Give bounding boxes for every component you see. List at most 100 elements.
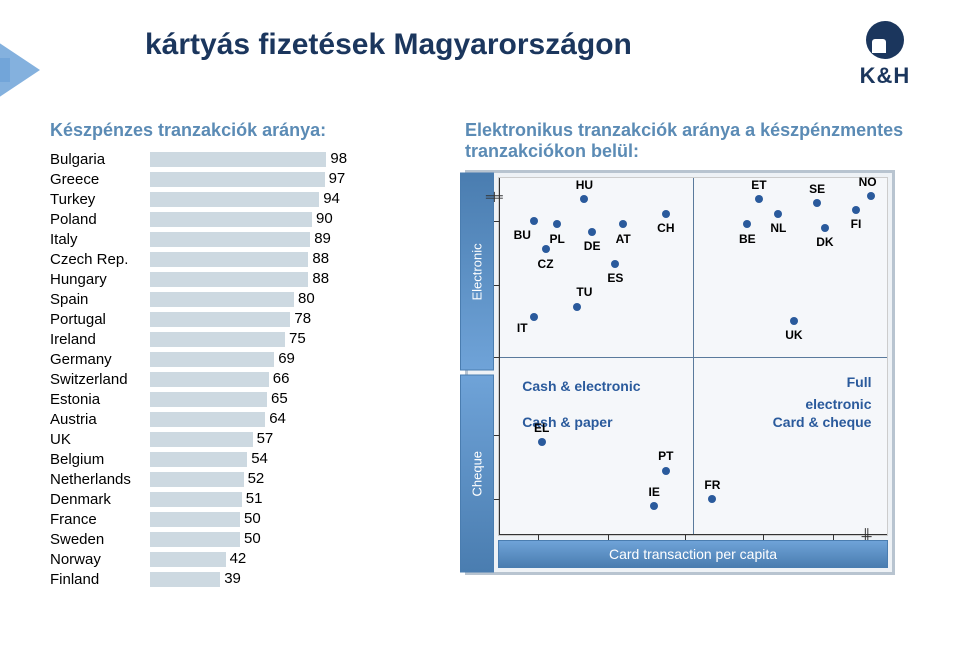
scatter-point [790,317,798,325]
scatter-point [573,303,581,311]
bar-fill [150,292,294,307]
bar-country-label: Bulgaria [50,151,150,168]
bar-value-label: 69 [278,350,295,367]
scatter-point [619,220,627,228]
scatter-point [774,210,782,218]
bar-country-label: Czech Rep. [50,251,150,268]
bar-country-label: Ireland [50,331,150,348]
bar-row: Belgium54 [50,449,380,469]
scatter-point [553,220,561,228]
bar-fill [150,152,326,167]
bar-country-label: Turkey [50,191,150,208]
scatter-point [650,502,658,510]
electronic-ratio-title: Elektronikus tranzakciók aránya a készpé… [465,120,925,162]
x-axis-label: Card transaction per capita [498,540,888,568]
bar-row: UK57 [50,429,380,449]
quadrant-label-tr2: electronic [805,396,871,412]
bar-row: Netherlands52 [50,469,380,489]
bar-fill [150,432,253,447]
scatter-point-label: AT [616,232,631,246]
bar-row: Denmark 51 [50,489,380,509]
bar-track: 88 [150,272,330,287]
bar-country-label: Hungary [50,271,150,288]
bar-country-label: France [50,511,150,528]
scatter-point [662,467,670,475]
bar-country-label: Poland [50,211,150,228]
bar-row: Spain 80 [50,289,380,309]
bar-value-label: 94 [323,190,340,207]
bar-row: Finland39 [50,569,380,589]
quadrant-label-tr1: Full [847,374,872,390]
scatter-point-label: NL [770,221,786,235]
bar-row: Czech Rep. 88 [50,249,380,269]
bar-track: 75 [150,332,330,347]
y-axis-labels: Electronic Cheque [460,173,494,572]
bar-row: Hungary 88 [50,269,380,289]
bar-value-label: 88 [312,250,329,267]
tick-y [494,499,499,500]
scatter-point-label: PL [550,232,565,246]
bar-value-label: 50 [244,530,261,547]
bar-fill [150,552,226,567]
bar-row: Germany69 [50,349,380,369]
quadrant-label-br: Card & cheque [773,414,872,430]
bar-row: Italy89 [50,229,380,249]
bar-track: 94 [150,192,330,207]
logo-text: K&H [860,63,911,89]
bar-track: 50 [150,512,330,527]
logo: K&H [840,20,930,90]
bar-track: 98 [150,152,330,167]
bar-track: 65 [150,392,330,407]
scatter-point-label: ET [751,178,766,192]
scatter-point-label: CZ [538,257,554,271]
bar-track: 78 [150,312,330,327]
bar-value-label: 80 [298,290,315,307]
scatter-point [821,224,829,232]
scatter-point-label: BE [739,232,756,246]
bar-country-label: Italy [50,231,150,248]
axis-break-y: ╫ [487,192,503,202]
quadrant-label-tl: Cash & electronic [522,378,640,394]
bar-fill [150,332,285,347]
quadrant-line-horizontal [499,357,887,358]
bar-value-label: 75 [289,330,306,347]
scatter-point [743,220,751,228]
bar-track: 88 [150,252,330,267]
scatter-point-label: IT [517,321,528,335]
bar-value-label: 66 [273,370,290,387]
bar-value-label: 88 [312,270,329,287]
bar-fill [150,472,244,487]
bar-country-label: Denmark [50,491,150,508]
logo-icon [866,21,904,59]
scatter-point-label: PT [658,449,673,463]
bar-row: Turkey94 [50,189,380,209]
scatter-point-label: IE [649,485,660,499]
tick-y [494,285,499,286]
bar-value-label: 39 [224,570,241,587]
scatter-point [538,438,546,446]
scatter-point-label: FR [704,478,720,492]
bar-country-label: Sweden [50,531,150,548]
bar-country-label: Austria [50,411,150,428]
bar-row: Greece97 [50,169,380,189]
bar-row: France50 [50,509,380,529]
cash-ratio-title: Készpénzes tranzakciók aránya: [50,120,380,141]
bar-fill [150,532,240,547]
scatter-point [580,195,588,203]
bar-fill [150,312,290,327]
arrow-decoration [0,10,90,130]
bar-country-label: Spain [50,291,150,308]
bar-fill [150,212,312,227]
tick-y [494,435,499,436]
scatter-point-label: DK [816,235,833,249]
bar-row: Austria64 [50,409,380,429]
y-axis-label-electronic: Electronic [460,173,494,371]
bar-track: 39 [150,572,330,587]
bar-fill [150,392,267,407]
bar-country-label: Portugal [50,311,150,328]
axis-y [499,178,500,535]
scatter-point-label: HU [576,178,593,192]
bar-track: 50 [150,532,330,547]
bar-fill [150,492,242,507]
bar-value-label: 51 [246,490,263,507]
